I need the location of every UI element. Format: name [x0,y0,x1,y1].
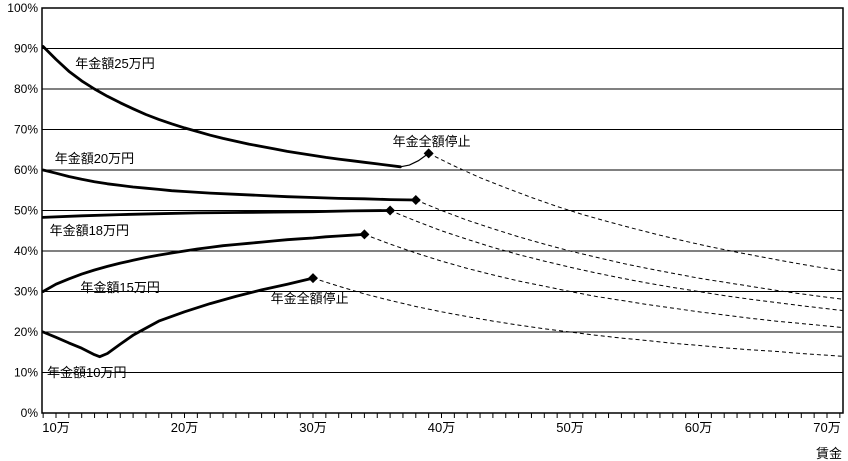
x-tick-label: 50万 [556,420,583,435]
x-tick-label: 30万 [299,420,326,435]
series-dashed-line [312,277,843,357]
annotation-full-suspension-label: 年金全額停止 [271,291,349,306]
suspension-point-diamond-icon [410,194,421,205]
series-solid-line [41,276,315,359]
y-tick-label: 70% [14,123,38,137]
y-tick-label: 50% [14,204,38,218]
y-tick-label: 30% [14,285,38,299]
x-tick-label: 10万 [42,420,69,435]
suspension-point-diamond-icon [359,229,370,240]
x-tick-label: 20万 [171,420,198,435]
series-dashed-line [428,152,843,272]
series-solid-line [41,209,392,219]
x-tick-label: 40万 [428,420,455,435]
series-thin-line [400,152,429,168]
y-tick-label: 40% [14,244,38,258]
series-dashed-line [364,233,843,328]
annotation-full-suspension-label: 年金全額停止 [393,134,471,149]
series-label: 年金額10万円 [47,365,126,380]
suspension-point-diamond-icon [308,273,318,284]
series-label: 年金額25万円 [75,56,154,71]
series-solid-line [41,232,366,293]
series-solid-line [41,45,402,169]
suspension-point-diamond-icon [423,148,434,159]
series-label: 年金額15万円 [80,280,159,295]
x-axis-title: 賃金 [816,446,842,461]
y-tick-label: 90% [14,42,38,56]
series-dashed-line [389,210,843,311]
y-tick-label: 10% [14,366,38,380]
y-tick-label: 20% [14,325,38,339]
series-label: 年金額20万円 [55,151,134,166]
y-tick-label: 80% [14,82,38,96]
y-tick-label: 0% [21,406,39,420]
y-tick-label: 60% [14,163,38,177]
series-dashed-line [415,199,843,300]
y-tick-label: 100% [7,1,38,15]
plot-border [41,7,844,414]
series-solid-line [41,168,418,202]
series-label: 年金額18万円 [50,223,129,238]
suspension-point-diamond-icon [385,205,396,216]
x-tick-label: 70万 [813,420,840,435]
x-tick-label: 60万 [685,420,712,435]
